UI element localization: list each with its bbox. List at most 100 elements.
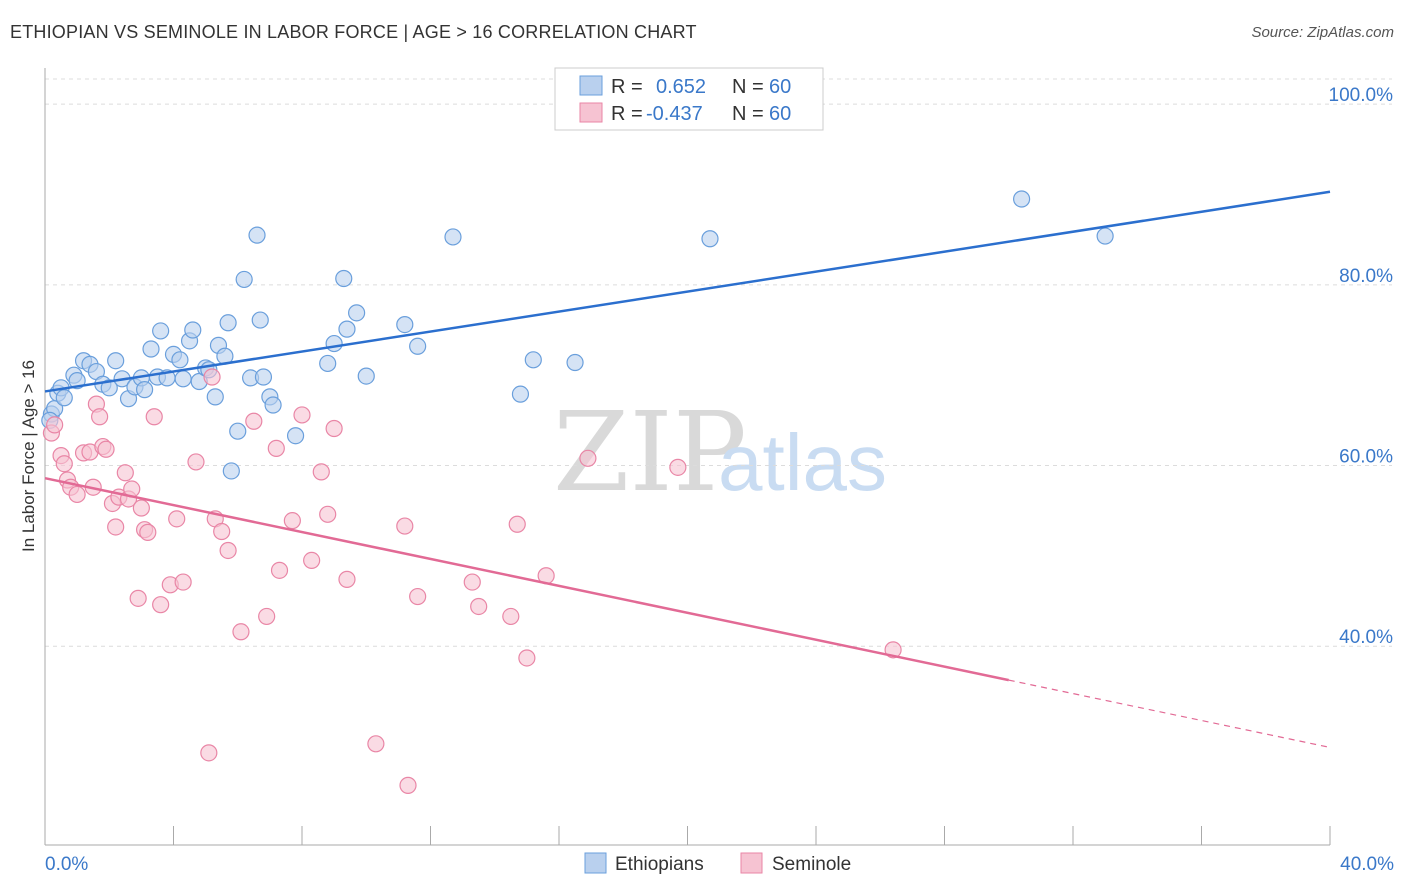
y-tick-label-40: 40.0% — [1339, 627, 1393, 648]
ethiopians-point — [171, 351, 189, 369]
ethiopians-point — [444, 228, 462, 246]
seminole-point — [152, 596, 170, 614]
seminole-point — [325, 419, 343, 438]
seminole-point — [107, 518, 125, 536]
seminole-point — [145, 408, 163, 426]
seminole-trend-line-extension — [1008, 679, 1331, 749]
seminole-point — [463, 573, 481, 591]
legend-swatch-seminole — [579, 102, 603, 123]
trend-lines — [44, 190, 1331, 749]
ethiopians-point — [409, 337, 427, 355]
seminole-points — [42, 368, 902, 794]
legend-n-value-1: 60 — [769, 76, 791, 98]
ethiopians-point — [701, 230, 719, 248]
seminole-point — [46, 416, 64, 434]
ethiopians-point — [319, 354, 337, 373]
ethiopians-point — [135, 381, 154, 399]
y-tick-label-60: 60.0% — [1339, 447, 1393, 468]
seminole-point — [303, 551, 321, 570]
seminole-point — [258, 607, 276, 626]
seminole-point — [270, 561, 289, 579]
seminole-point — [319, 505, 337, 523]
gridlines — [45, 78, 1392, 647]
seminole-point — [508, 515, 526, 533]
ethiopians-point — [264, 396, 282, 414]
bottom-legend-swatch-ethiopians — [584, 852, 607, 874]
seminole-point — [518, 649, 536, 667]
seminole-point — [409, 587, 427, 606]
ethiopians-point — [107, 352, 125, 370]
ethiopians-point — [251, 311, 269, 329]
ethiopians-point — [100, 379, 118, 397]
chart-source: Source: ZipAtlas.com — [1251, 24, 1394, 41]
y-tick-label-100: 100.0% — [1329, 85, 1394, 106]
seminole-point — [219, 541, 237, 560]
bottom-legend-label-ethiopians: Ethiopians — [615, 854, 704, 875]
ethiopians-point — [219, 314, 237, 332]
chart-title: ETHIOPIAN VS SEMINOLE IN LABOR FORCE | A… — [10, 22, 697, 42]
ethiopians-point — [325, 334, 343, 353]
ethiopians-point — [566, 353, 584, 372]
ethiopians-point — [1096, 227, 1114, 245]
legend: R = 0.652 N = 60 R = -0.437 N = 60 — [554, 67, 824, 131]
ethiopians-point — [55, 389, 73, 407]
seminole-point — [213, 522, 231, 541]
seminole-point — [669, 458, 687, 476]
ethiopians-point — [206, 388, 224, 406]
seminole-point — [174, 573, 192, 591]
x-tick-label-max: 40.0% — [1340, 854, 1394, 875]
seminole-point — [245, 412, 263, 430]
seminole-point — [267, 439, 285, 457]
seminole-point — [116, 464, 134, 482]
ethiopians-point — [357, 367, 375, 385]
ethiopians-point — [511, 385, 530, 403]
seminole-trend-line — [44, 476, 1010, 682]
seminole-point — [68, 485, 86, 504]
seminole-point — [232, 623, 250, 641]
ethiopians-point — [222, 462, 240, 480]
legend-r-value-1: 0.652 — [656, 76, 706, 98]
y-tick-labels: 40.0% 60.0% 80.0% 100.0% — [1329, 85, 1394, 648]
seminole-point — [97, 440, 115, 458]
bottom-legend-label-seminole: Seminole — [772, 854, 851, 875]
watermark-atlas: atlas — [718, 418, 887, 507]
seminole-point — [293, 406, 311, 424]
ethiopians-point — [254, 368, 273, 386]
ethiopians-point — [286, 427, 305, 445]
ethiopians-point — [184, 321, 202, 339]
seminole-point — [168, 510, 186, 528]
bottom-legend-swatch-seminole — [740, 852, 763, 874]
seminole-point — [91, 408, 109, 426]
seminole-point — [396, 517, 414, 535]
ethiopians-point — [348, 304, 366, 322]
ethiopians-point — [524, 351, 542, 369]
ethiopians-point — [229, 422, 247, 440]
seminole-point — [187, 453, 205, 471]
legend-n-label-1: N = — [732, 76, 764, 98]
legend-swatch-ethiopians — [579, 75, 603, 96]
seminole-point — [132, 499, 150, 517]
seminole-point — [129, 589, 147, 607]
seminole-point — [203, 368, 221, 386]
ethiopians-point — [1012, 190, 1031, 208]
legend-r-label-2: R = — [611, 103, 643, 125]
legend-r-label-1: R = — [611, 76, 643, 98]
y-axis-label: In Labor Force | Age > 16 — [19, 360, 38, 552]
ethiopians-point — [338, 320, 356, 338]
ethiopians-point — [396, 315, 414, 334]
ethiopians-trend-line — [44, 190, 1331, 393]
ethiopians-point — [152, 322, 170, 340]
bottom-legend: Ethiopians Seminole — [584, 852, 851, 875]
y-tick-label-80: 80.0% — [1339, 266, 1393, 287]
legend-r-value-2: -0.437 — [646, 103, 703, 125]
x-tick-label-min: 0.0% — [45, 854, 88, 875]
seminole-point — [399, 776, 417, 794]
seminole-point — [55, 455, 73, 473]
seminole-point — [470, 597, 488, 616]
legend-n-value-2: 60 — [769, 103, 791, 125]
seminole-point — [367, 735, 385, 753]
ethiopians-point — [142, 340, 160, 358]
ethiopians-point — [235, 270, 253, 289]
seminole-point — [283, 512, 301, 530]
